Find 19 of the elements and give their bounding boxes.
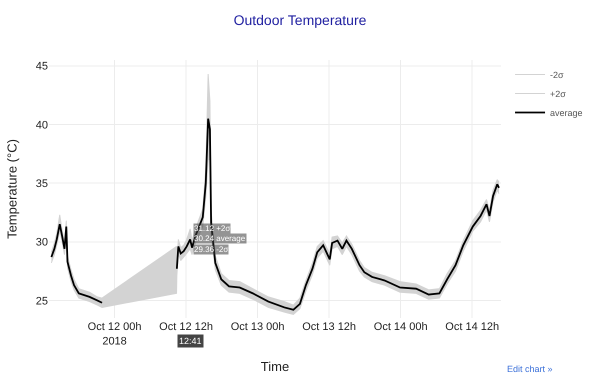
chart-title: Outdoor Temperature <box>234 12 367 28</box>
legend-label: -2σ <box>550 70 564 80</box>
text: Edit chart » <box>507 364 553 374</box>
x-tick-label: Oct 12 12h <box>159 321 214 333</box>
x-axis-title: Time <box>260 358 290 374</box>
x-tick-label: Oct 14 12h <box>445 321 500 333</box>
y-tick-label: 40 <box>36 119 48 132</box>
x-tick-label: Oct 13 00h <box>230 321 285 333</box>
y-tick-label: 30 <box>36 236 48 249</box>
x-tick-label: Oct 12 00h 2018 <box>88 321 142 348</box>
x-tick-label: Oct 14 00h <box>374 321 428 333</box>
legend-label: average <box>550 108 583 118</box>
y-tick-label: 35 <box>36 178 48 190</box>
x-tick-label: Oct 13 12h <box>302 321 356 333</box>
legend-label: +2σ <box>550 89 566 100</box>
y-tick-label: 45 <box>36 60 48 73</box>
text: 12:41 <box>179 336 202 346</box>
y-tick-label: 25 <box>36 295 48 308</box>
y-axis-title: Temperature (°C) <box>4 139 20 239</box>
